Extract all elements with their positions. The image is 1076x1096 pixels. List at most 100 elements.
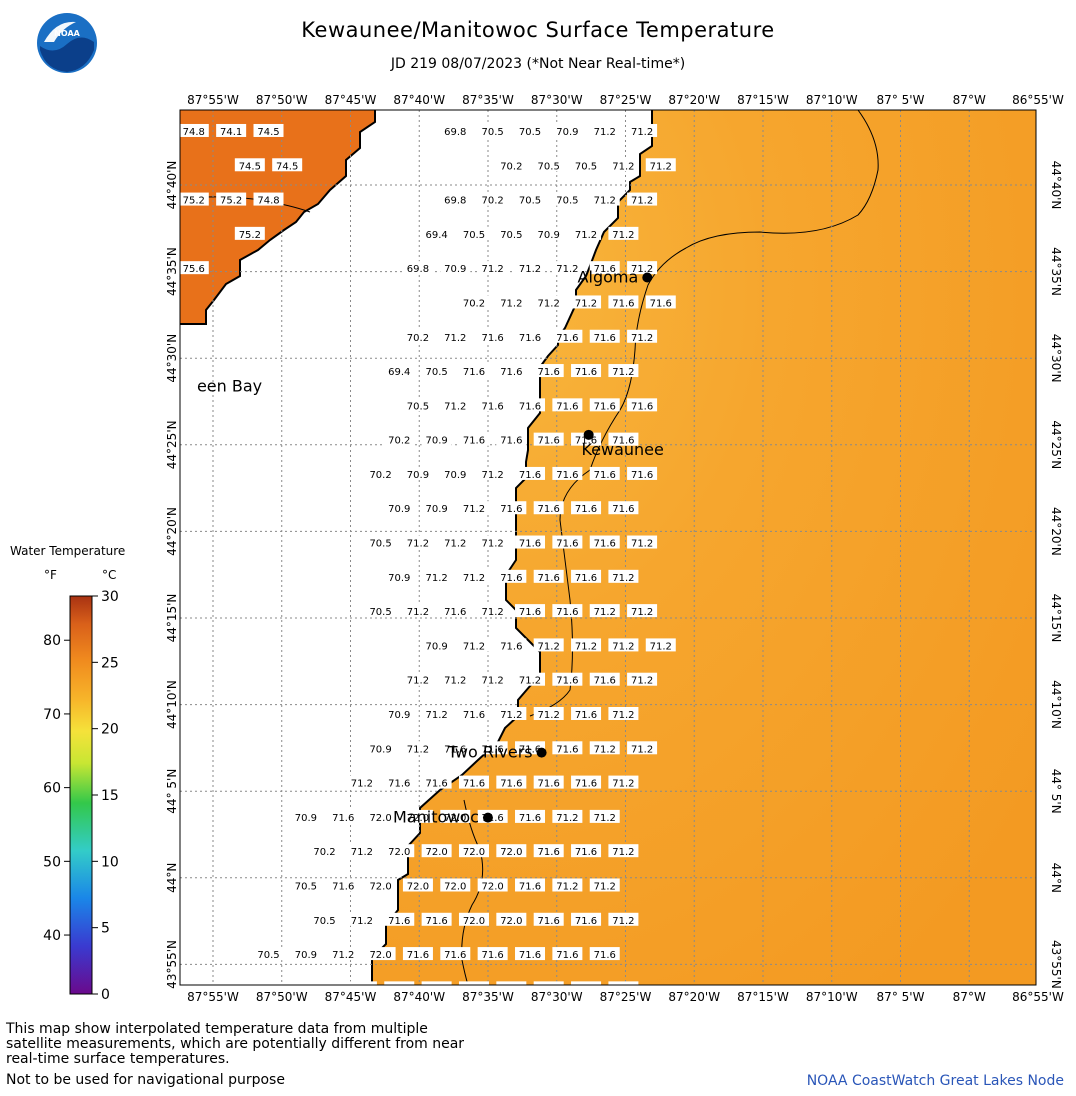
longitude-label: 87°W [953,990,986,1004]
svg-text:71.6: 71.6 [332,813,354,824]
svg-text:71.2: 71.2 [463,573,485,584]
svg-text:70.9: 70.9 [388,573,410,584]
svg-text:70.9: 70.9 [425,436,447,447]
temperature-value: 71.6 [552,604,583,618]
svg-text:71.2: 71.2 [482,470,504,481]
svg-text:74.8: 74.8 [257,196,279,207]
svg-text:70.2: 70.2 [369,470,391,481]
svg-text:71.6: 71.6 [631,470,653,481]
svg-text:70.5: 70.5 [295,881,317,892]
svg-text:71.2: 71.2 [556,264,578,275]
svg-text:71.2: 71.2 [351,916,373,927]
longitude-label: 86°55'W [1012,990,1064,1004]
temperature-value: 71.2 [458,638,489,652]
longitude-label: 87°40'W [393,93,445,107]
noaa-logo: NOAA [37,13,97,73]
map-subtitle: JD 219 08/07/2023 (*Not Near Real-time*) [390,56,686,72]
temperature-value: 72.0 [365,809,396,824]
temperature-value: 72.0 [440,809,471,824]
svg-text:70.9: 70.9 [407,470,429,481]
svg-text:71.6: 71.6 [594,676,616,687]
longitude-label: 87°55'W [187,93,239,107]
temperature-value: 71.2 [571,226,602,241]
svg-text:Algoma: Algoma [578,267,639,286]
temperature-value: 71.6 [515,329,546,344]
temperature-value: 71.6 [533,501,564,515]
svg-text:71.6: 71.6 [612,504,634,515]
legend-celsius-tick: 25 [101,655,119,671]
temperature-value: 71.6 [589,261,620,275]
svg-text:72.0: 72.0 [500,847,522,858]
svg-text:71.2: 71.2 [407,744,429,755]
svg-text:71.6: 71.6 [575,847,597,858]
svg-text:71.6: 71.6 [575,916,597,927]
svg-text:71.6: 71.6 [575,367,597,378]
temperature-value: 70.9 [384,707,415,721]
svg-text:74.5: 74.5 [276,161,298,172]
svg-text:71.6: 71.6 [482,333,504,344]
legend-celsius-tick: 0 [101,987,110,1003]
temperature-value: 71.2 [608,638,639,652]
svg-text:71.6: 71.6 [482,744,504,755]
latitude-label: 44°20'N [165,507,179,556]
temperature-value: 70.5 [552,192,583,207]
temperature-value: 71.6 [496,638,527,652]
svg-text:71.6: 71.6 [612,298,634,309]
temperature-value: 71.2 [421,707,452,721]
temperature-value: 71.2 [440,398,471,412]
temperature-value: 71.6 [589,466,620,481]
svg-text:69.8: 69.8 [407,264,429,275]
svg-text:71.2: 71.2 [444,401,466,412]
svg-text:71.6: 71.6 [519,744,541,755]
svg-text:71.6: 71.6 [500,436,522,447]
temperature-value: 70.9 [421,432,452,447]
svg-text:71.6: 71.6 [463,779,485,790]
temperature-value: 70.5 [458,226,489,241]
svg-text:70.2: 70.2 [407,333,429,344]
svg-text:75.6: 75.6 [183,264,205,275]
svg-text:70.9: 70.9 [444,264,466,275]
svg-text:71.6: 71.6 [519,401,541,412]
temperature-value: 71.2 [608,707,639,721]
temperature-value: 71.6 [384,912,415,927]
temperature-value: 71.6 [552,741,583,755]
svg-text:71.6: 71.6 [519,333,541,344]
place-kewaunee: Kewaunee [581,429,664,459]
svg-text:70.5: 70.5 [556,196,578,207]
temperature-value: 70.5 [290,878,321,892]
svg-text:71.2: 71.2 [612,847,634,858]
temperature-value: 70.2 [496,158,527,172]
latitude-label: 44°N [1049,863,1063,893]
temperature-value: 71.2 [346,775,377,790]
lake-michigan [372,110,1036,985]
svg-text:71.6: 71.6 [556,539,578,550]
temperature-value: 70.5 [533,158,564,172]
latitude-labels-right: 44°40'N 44°35'N 44°30'N 44°25'N 44°20'N 44°15… [1049,161,1063,989]
temperature-value: 71.2 [458,501,489,515]
legend-celsius-tick: 20 [101,722,119,738]
svg-text:70.2: 70.2 [482,196,504,207]
temperature-value: 70.5 [571,158,602,172]
svg-text:70.9: 70.9 [425,641,447,652]
temperature-value: 70.9 [290,809,321,824]
svg-text:70.9: 70.9 [425,504,447,515]
svg-text:75.2: 75.2 [239,230,261,241]
temperature-value: 71.2 [608,569,639,584]
svg-text:71.2: 71.2 [351,847,373,858]
temperature-value: 70.2 [384,432,415,447]
svg-text:71.6: 71.6 [463,367,485,378]
longitude-label: 87°35'W [462,93,514,107]
svg-text:75.2: 75.2 [183,196,205,207]
svg-text:71.6: 71.6 [575,573,597,584]
svg-text:71.2: 71.2 [594,607,616,618]
temperature-value: 71.2 [627,123,658,138]
svg-text:71.2: 71.2 [538,710,560,721]
latitude-label: 44°25'N [165,420,179,469]
temperature-value: 71.2 [402,535,433,550]
temperature-value: 71.6 [589,329,620,344]
svg-text:69.4: 69.4 [425,230,447,241]
svg-text:71.6: 71.6 [482,401,504,412]
temperature-value: 71.2 [421,569,452,584]
temperature-value: 71.6 [477,398,508,412]
